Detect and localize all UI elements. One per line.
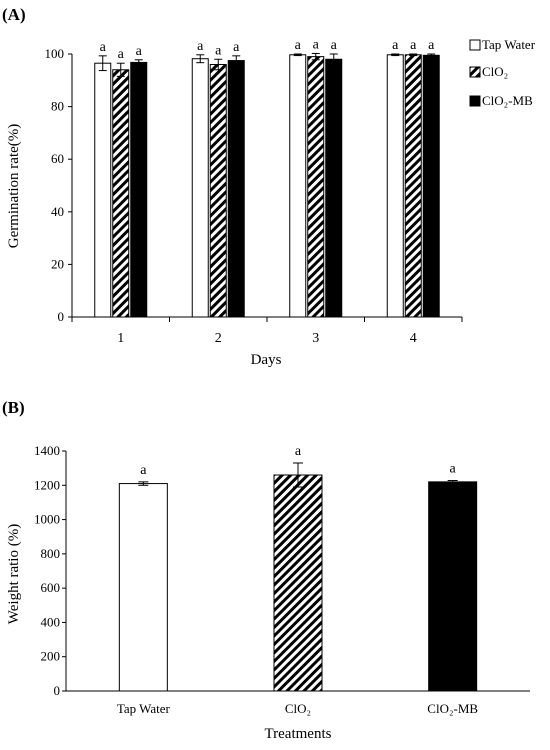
panel-a-legend: Tap Water ClO₂ ClO₂-MB — [469, 37, 536, 108]
x-tick-label: 4 — [410, 331, 417, 346]
panel-b-y-ticks: 0 200 400 600 800 1000 1200 1400 — [34, 443, 66, 698]
significance-label: a — [118, 47, 125, 62]
legend-swatch-tap-water — [469, 39, 481, 51]
y-tick-label: 100 — [45, 46, 65, 61]
significance-label: a — [410, 38, 417, 53]
significance-label: a — [100, 40, 107, 55]
significance-label: a — [428, 38, 435, 53]
panel-b-bars: a a a — [118, 444, 478, 692]
bar — [112, 69, 130, 318]
y-tick-label: 60 — [51, 151, 64, 166]
x-tick-label: 1 — [117, 331, 124, 346]
significance-label: a — [215, 43, 222, 58]
y-tick-label: 80 — [51, 99, 64, 114]
significance-label: a — [313, 37, 320, 52]
bar — [422, 54, 440, 318]
bar — [118, 483, 168, 692]
bar — [386, 54, 404, 318]
legend-label-tap-water: Tap Water — [482, 37, 536, 52]
significance-label: a — [136, 44, 143, 59]
significance-label: a — [331, 38, 338, 53]
significance-label: a — [295, 38, 302, 53]
bar — [227, 60, 245, 318]
panel-b-x-ticks: Tap Water ClO₂ ClO₂-MB — [117, 701, 479, 716]
y-tick-label: 20 — [51, 256, 64, 271]
legend-label-clo2: ClO₂ — [482, 64, 508, 79]
panel-a-y-ticks: 0 20 40 60 80 100 — [45, 46, 72, 324]
bar — [307, 56, 325, 318]
panel-a-x-ticks: 1 2 3 4 — [71, 317, 463, 346]
panel-a-label: (A) — [2, 5, 26, 24]
panel-b-label: (B) — [2, 398, 25, 417]
significance-label: a — [197, 39, 204, 54]
x-tick-label: 2 — [215, 331, 222, 346]
y-tick-label: 400 — [41, 614, 61, 629]
bar — [191, 58, 209, 318]
bar — [428, 481, 478, 692]
x-tick-label: ClO₂ — [285, 701, 311, 716]
significance-label: a — [392, 38, 399, 53]
y-tick-label: 1200 — [34, 477, 60, 492]
bar — [209, 64, 227, 318]
y-tick-label: 200 — [41, 649, 61, 664]
y-tick-label: 40 — [51, 204, 64, 219]
bar — [273, 474, 323, 692]
panel-b-x-label: Treatments — [265, 726, 332, 742]
y-tick-label: 0 — [58, 309, 65, 324]
y-tick-label: 1000 — [34, 512, 60, 527]
y-tick-label: 600 — [41, 580, 61, 595]
bar — [404, 54, 422, 318]
bar — [130, 61, 148, 318]
x-tick-label: ClO₂-MB — [427, 701, 478, 716]
significance-label: a — [295, 444, 302, 459]
panel-b-y-label: Weight ratio (%) — [6, 524, 22, 624]
panel-a-y-label: Germination rate(%) — [6, 124, 22, 249]
y-tick-label: 1400 — [34, 443, 60, 458]
panel-a-x-label: Days — [251, 352, 282, 368]
x-tick-label: 3 — [312, 331, 319, 346]
x-tick-label: Tap Water — [117, 701, 171, 716]
bar — [94, 62, 112, 318]
y-tick-label: 0 — [54, 683, 61, 698]
significance-label: a — [450, 461, 457, 476]
bar — [289, 54, 307, 318]
legend-swatch-clo2 — [469, 66, 481, 78]
panel-b: (B) 0 200 400 600 800 1000 1200 1400 Tap Water C… — [2, 398, 530, 742]
legend-label-clo2-mb: ClO₂-MB — [482, 93, 533, 108]
significance-label: a — [140, 463, 147, 478]
legend-swatch-clo2-mb — [469, 95, 481, 107]
y-tick-label: 800 — [41, 546, 61, 561]
significance-label: a — [233, 40, 240, 55]
bar — [325, 58, 343, 318]
